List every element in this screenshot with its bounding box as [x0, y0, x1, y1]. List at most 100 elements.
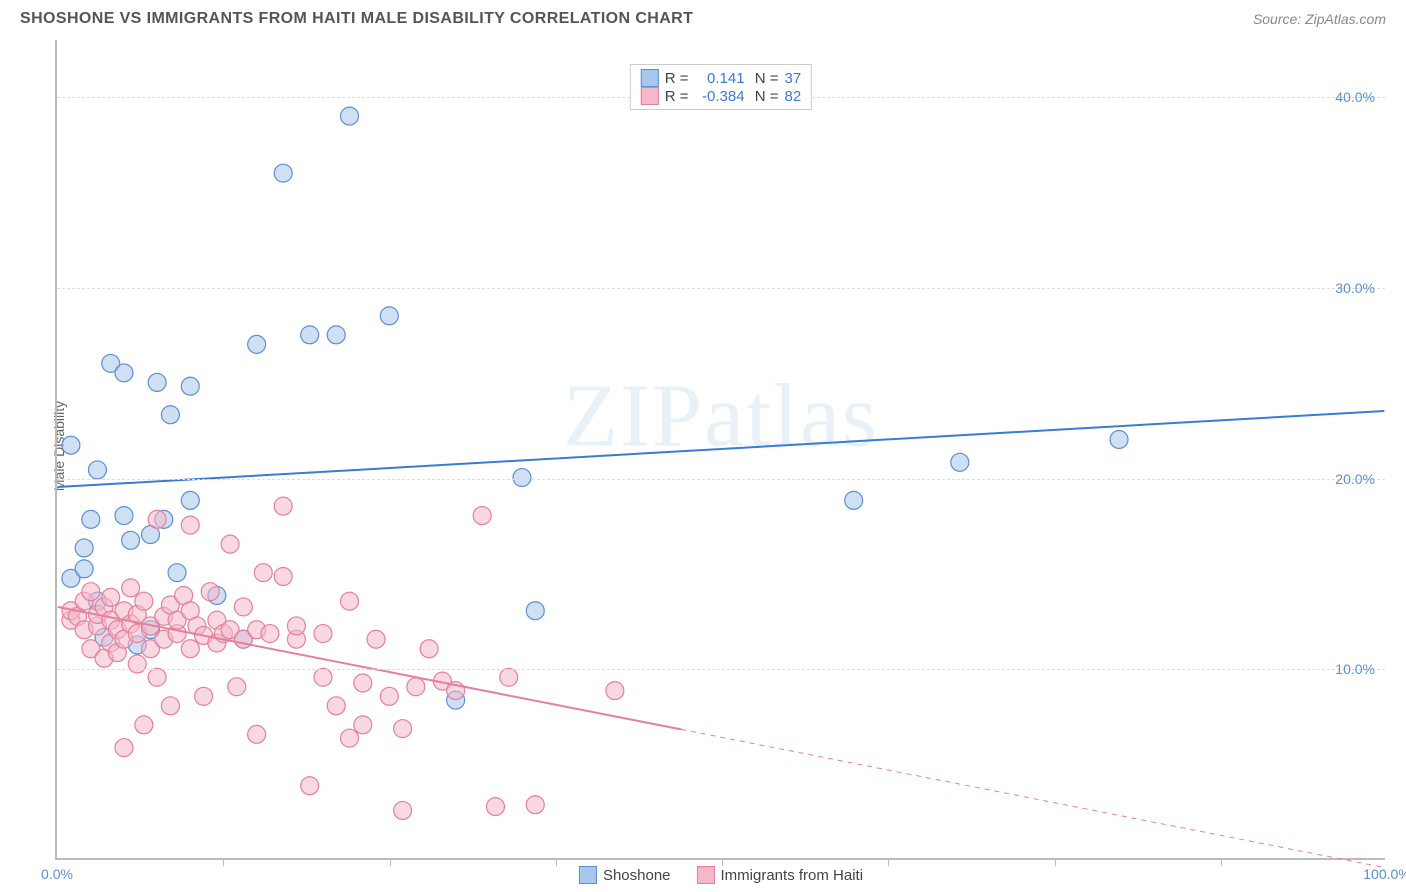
x-tick	[1221, 858, 1222, 866]
data-point	[82, 510, 100, 528]
data-point	[327, 697, 345, 715]
data-point	[287, 617, 305, 635]
data-point	[274, 497, 292, 515]
x-tick-label: 100.0%	[1363, 866, 1406, 882]
data-point	[513, 469, 531, 487]
legend-label: Shoshone	[603, 867, 671, 884]
gridline-h	[57, 669, 1385, 670]
data-point	[228, 678, 246, 696]
swatch-shoshone	[579, 866, 597, 884]
data-point	[135, 716, 153, 734]
data-point	[486, 798, 504, 816]
n-label: N =	[751, 70, 779, 87]
data-point	[314, 668, 332, 686]
data-point	[301, 326, 319, 344]
data-point	[354, 674, 372, 692]
data-point	[526, 796, 544, 814]
data-point	[148, 373, 166, 391]
n-value-haiti: 82	[785, 88, 802, 105]
chart-title: SHOSHONE VS IMMIGRANTS FROM HAITI MALE D…	[20, 10, 693, 28]
data-point	[234, 598, 252, 616]
swatch-haiti	[641, 87, 659, 105]
data-point	[161, 406, 179, 424]
data-point	[148, 668, 166, 686]
gridline-h	[57, 288, 1385, 289]
series-legend: Shoshone Immigrants from Haiti	[579, 866, 863, 884]
data-point	[380, 687, 398, 705]
n-value-shoshone: 37	[785, 70, 802, 87]
legend-item-haiti: Immigrants from Haiti	[697, 866, 864, 884]
y-tick-label: 10.0%	[1335, 661, 1375, 677]
data-point	[135, 592, 153, 610]
data-point	[301, 777, 319, 795]
data-point	[168, 564, 186, 582]
legend-label: Immigrants from Haiti	[721, 867, 864, 884]
r-value-shoshone: 0.141	[695, 70, 745, 87]
data-point	[88, 461, 106, 479]
swatch-shoshone	[641, 69, 659, 87]
data-point	[82, 583, 100, 601]
data-point	[394, 801, 412, 819]
r-label: R =	[665, 88, 689, 105]
data-point	[221, 535, 239, 553]
data-point	[181, 377, 199, 395]
data-point	[500, 668, 518, 686]
data-point	[122, 579, 140, 597]
data-point	[274, 567, 292, 585]
data-point	[201, 583, 219, 601]
data-point	[380, 307, 398, 325]
data-point	[115, 364, 133, 382]
x-tick-label: 0.0%	[41, 866, 73, 882]
data-point	[115, 507, 133, 525]
data-point	[75, 539, 93, 557]
legend-row-shoshone: R = 0.141 N = 37	[641, 69, 801, 87]
data-point	[274, 164, 292, 182]
r-value-haiti: -0.384	[695, 88, 745, 105]
data-point	[161, 697, 179, 715]
data-point	[148, 510, 166, 528]
data-point	[341, 729, 359, 747]
r-label: R =	[665, 70, 689, 87]
data-point	[122, 531, 140, 549]
trend-line	[58, 607, 682, 729]
trend-line	[58, 411, 1385, 487]
data-point	[526, 602, 544, 620]
n-label: N =	[751, 88, 779, 105]
x-tick	[223, 858, 224, 866]
data-point	[1110, 431, 1128, 449]
data-point	[845, 491, 863, 509]
data-point	[181, 640, 199, 658]
x-tick	[1055, 858, 1056, 866]
data-point	[367, 630, 385, 648]
data-point	[394, 720, 412, 738]
data-point	[473, 507, 491, 525]
swatch-haiti	[697, 866, 715, 884]
data-point	[195, 687, 213, 705]
data-point	[115, 739, 133, 757]
source-credit: Source: ZipAtlas.com	[1253, 11, 1386, 27]
data-point	[951, 453, 969, 471]
data-point	[606, 682, 624, 700]
data-point	[407, 678, 425, 696]
legend-row-haiti: R = -0.384 N = 82	[641, 87, 801, 105]
y-tick-label: 40.0%	[1335, 89, 1375, 105]
data-point	[314, 625, 332, 643]
x-tick	[390, 858, 391, 866]
data-point	[341, 107, 359, 125]
data-point	[341, 592, 359, 610]
data-point	[75, 560, 93, 578]
data-point	[181, 491, 199, 509]
scatter-svg	[57, 40, 1385, 858]
data-point	[248, 335, 266, 353]
x-tick	[888, 858, 889, 866]
plot-area: ZIPatlas R = 0.141 N = 37 R = -0.384 N =…	[55, 40, 1385, 860]
gridline-h	[57, 479, 1385, 480]
data-point	[181, 516, 199, 534]
data-point	[327, 326, 345, 344]
chart-area: ZIPatlas R = 0.141 N = 37 R = -0.384 N =…	[55, 40, 1385, 860]
trend-line-dashed	[681, 729, 1384, 867]
y-tick-label: 20.0%	[1335, 471, 1375, 487]
data-point	[354, 716, 372, 734]
y-tick-label: 30.0%	[1335, 280, 1375, 296]
x-tick	[556, 858, 557, 866]
